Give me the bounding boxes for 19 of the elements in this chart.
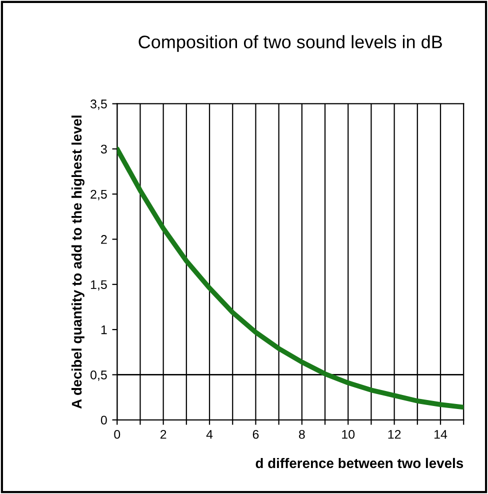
y-tick-label: 3 [100, 144, 107, 154]
x-tick-label: 8 [298, 430, 305, 439]
y-tick-label: 1 [101, 326, 107, 334]
x-tick-label: 10 [342, 430, 355, 439]
chart-title: Composition of two sound levels in dB [138, 35, 442, 52]
y-axis-title: A decibel quantity to add to the highest level [71, 116, 84, 409]
y-tick-label: 0 [100, 416, 107, 425]
y-tick-label: 2,5 [90, 190, 107, 200]
x-axis-title: d difference between two levels [256, 458, 464, 468]
x-tick-label: 2 [160, 430, 166, 439]
y-tick-label: 3,5 [90, 100, 107, 110]
x-tick-label: 0 [114, 430, 120, 439]
x-tick-label: 6 [252, 430, 259, 439]
x-tick-label: 4 [206, 430, 213, 439]
y-tick-label: 1,5 [90, 280, 107, 291]
y-tick-label: 2 [101, 235, 107, 244]
x-tick-label: 12 [388, 430, 401, 439]
x-tick-label: 14 [434, 430, 448, 439]
y-tick-label: 0,5 [90, 370, 107, 381]
